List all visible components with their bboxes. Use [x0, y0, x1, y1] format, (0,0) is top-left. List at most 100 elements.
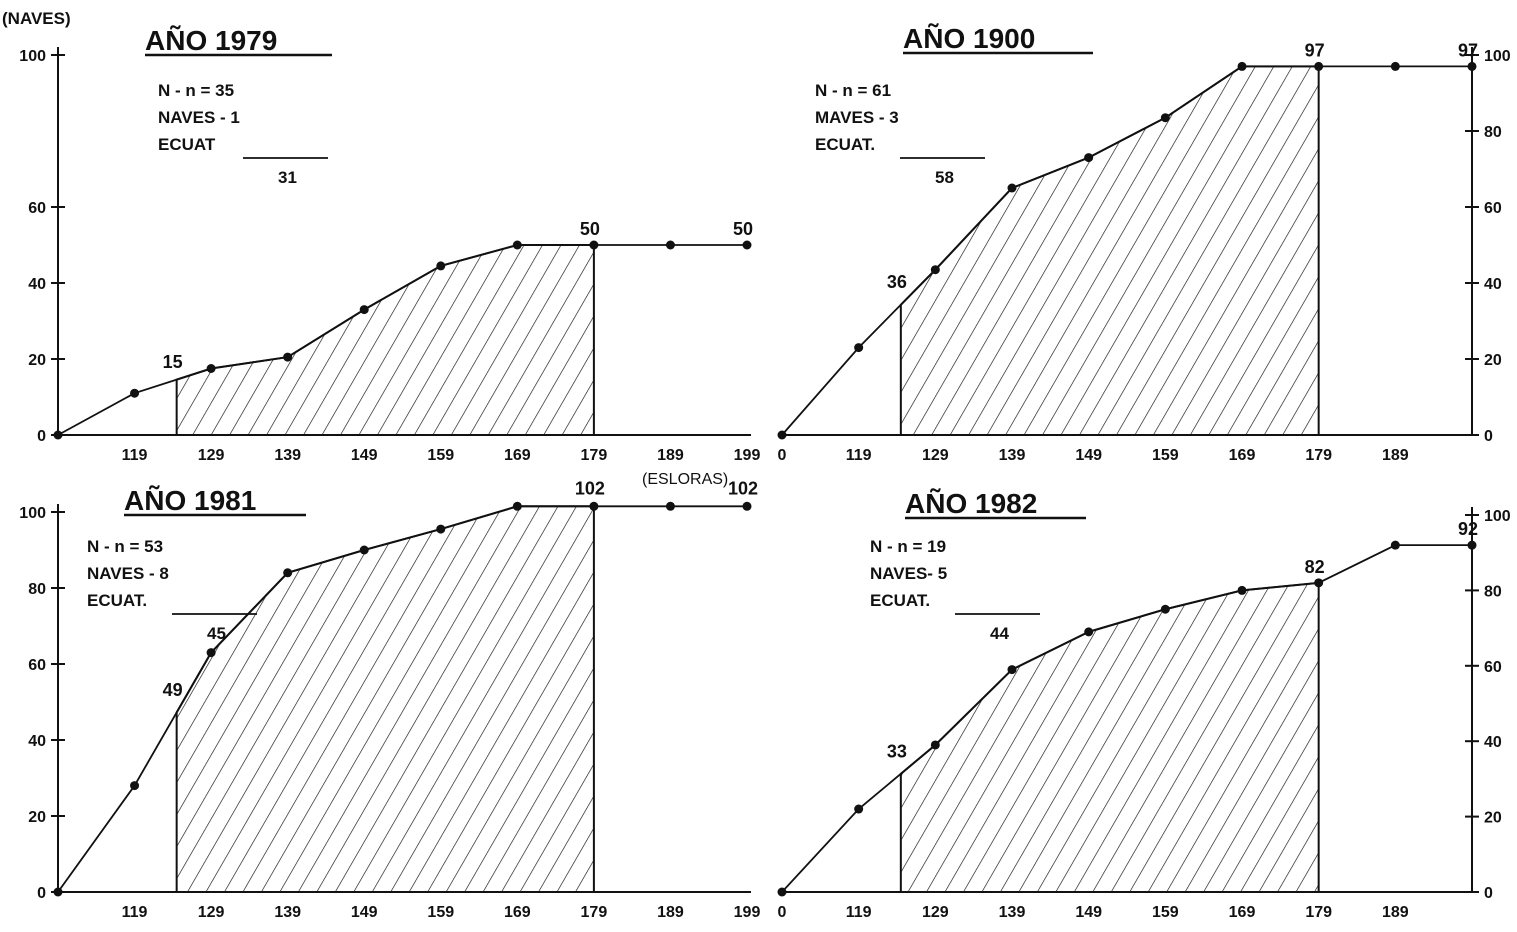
x-tick-label: 149 [351, 904, 378, 921]
data-point [589, 240, 599, 250]
point-annotation: 50 [733, 219, 753, 239]
x-tick-label: 169 [504, 447, 531, 464]
x-tick-label: 139 [274, 904, 301, 921]
x-tick-label: 119 [846, 904, 872, 921]
y-tick-label: 20 [1484, 810, 1502, 827]
x-tick-label: 119 [122, 447, 148, 464]
chart-title: AÑO 1979 [145, 25, 277, 56]
x-tick-label: 139 [999, 447, 1026, 464]
data-point [930, 265, 940, 275]
legend-line: NAVES - 1 [158, 108, 240, 127]
data-point [359, 545, 369, 555]
chart-title: AÑO 1981 [124, 485, 256, 516]
legend-line: N - n = 61 [815, 81, 891, 100]
point-annotation: 97 [1305, 40, 1325, 60]
legend-total: 31 [278, 168, 297, 187]
data-point [512, 501, 522, 511]
legend-line: N - n = 35 [158, 81, 234, 100]
legend-line: NAVES- 5 [870, 564, 947, 583]
data-point [589, 501, 599, 511]
x-tick-label: 0 [778, 447, 787, 464]
x-tick-label: 129 [922, 904, 949, 921]
data-point [1314, 578, 1324, 588]
x-tick-label: 179 [581, 447, 608, 464]
data-point [1007, 665, 1017, 675]
x-tick-label: 179 [1305, 904, 1332, 921]
data-point [1237, 61, 1247, 71]
y-tick-label: 80 [1484, 583, 1502, 600]
data-point [53, 887, 63, 897]
data-point [130, 781, 140, 791]
y-tick-label: 100 [19, 505, 46, 522]
x-tick-label: 159 [1152, 904, 1179, 921]
x-tick-label: 159 [1152, 447, 1179, 464]
y-unit-label: (NAVES) [2, 9, 71, 28]
point-annotation: 36 [887, 272, 907, 292]
data-point [665, 240, 675, 250]
x-tick-label: 189 [657, 447, 684, 464]
x-tick-label: 189 [1382, 447, 1409, 464]
x-unit-label: (ESLORAS) [642, 471, 728, 488]
y-tick-label: 0 [37, 885, 46, 902]
point-annotation: 50 [580, 219, 600, 239]
data-point [1084, 153, 1094, 163]
y-tick-label: 0 [1484, 428, 1493, 445]
point-annotation: 33 [887, 742, 907, 762]
x-tick-label: 179 [581, 904, 608, 921]
y-tick-label: 20 [28, 352, 46, 369]
data-point [1160, 113, 1170, 123]
x-tick-label: 169 [504, 904, 531, 921]
data-point [283, 352, 293, 362]
point-annotation: 97 [1458, 40, 1478, 60]
data-point [777, 430, 787, 440]
series-line [781, 544, 1472, 893]
data-point [1084, 627, 1094, 637]
y-tick-label: 40 [1484, 276, 1502, 293]
series-line [57, 244, 747, 436]
chart-panel-1: 0 20 40 60 80 100 0 119 129 139 149 159 169 179 189 36 9… [777, 23, 1511, 464]
legend-line: ECUAT. [870, 591, 930, 610]
legend-line: ECUAT. [87, 591, 147, 610]
x-tick-label: 119 [122, 904, 148, 921]
x-tick-label: 129 [198, 904, 225, 921]
x-tick-label: 129 [198, 447, 225, 464]
shaded-area [899, 581, 1320, 893]
x-tick-label: 169 [1229, 904, 1256, 921]
y-tick-label: 40 [28, 733, 46, 750]
data-point [206, 364, 216, 373]
x-tick-label: 149 [1075, 904, 1102, 921]
data-point [130, 388, 140, 398]
x-tick-label: 149 [1075, 447, 1102, 464]
shaded-area [175, 505, 595, 893]
data-point [436, 261, 446, 271]
legend-total: 44 [990, 624, 1009, 643]
x-tick-label: 179 [1305, 447, 1332, 464]
data-point [436, 524, 446, 534]
x-tick-label: 189 [1382, 904, 1409, 921]
y-tick-label: 60 [28, 200, 46, 217]
point-annotation: 15 [163, 352, 183, 372]
point-annotation: 82 [1305, 557, 1325, 577]
legend-line: NAVES - 8 [87, 564, 169, 583]
data-point [1467, 540, 1477, 550]
chart-panel-3: 0 20 40 60 80 100 0 119 129 139 149 159 169 179 189 33 8… [777, 488, 1511, 921]
y-tick-label: 20 [28, 809, 46, 826]
point-annotation: 92 [1458, 519, 1478, 539]
data-point [742, 240, 752, 250]
x-tick-label: 199 [734, 447, 761, 464]
data-point [1007, 183, 1017, 193]
legend-line: ECUAT. [815, 135, 875, 154]
data-point [1160, 604, 1170, 614]
chart-panel-2: 0 20 40 60 80 100 119 129 139 149 159 169 179 189 199 4… [19, 478, 760, 921]
chart-panel-0: 0 20 40 60 100 119 129 139 149 159 169 179 189 199 15 5… [19, 25, 760, 464]
y-tick-label: 60 [1484, 659, 1502, 676]
shaded-area [175, 244, 595, 436]
data-point [206, 648, 216, 658]
x-tick-label: 149 [351, 447, 378, 464]
y-tick-label: 0 [1484, 885, 1493, 902]
y-tick-label: 20 [1484, 352, 1502, 369]
data-point [777, 887, 787, 897]
data-point [742, 501, 752, 511]
x-tick-label: 159 [427, 904, 454, 921]
